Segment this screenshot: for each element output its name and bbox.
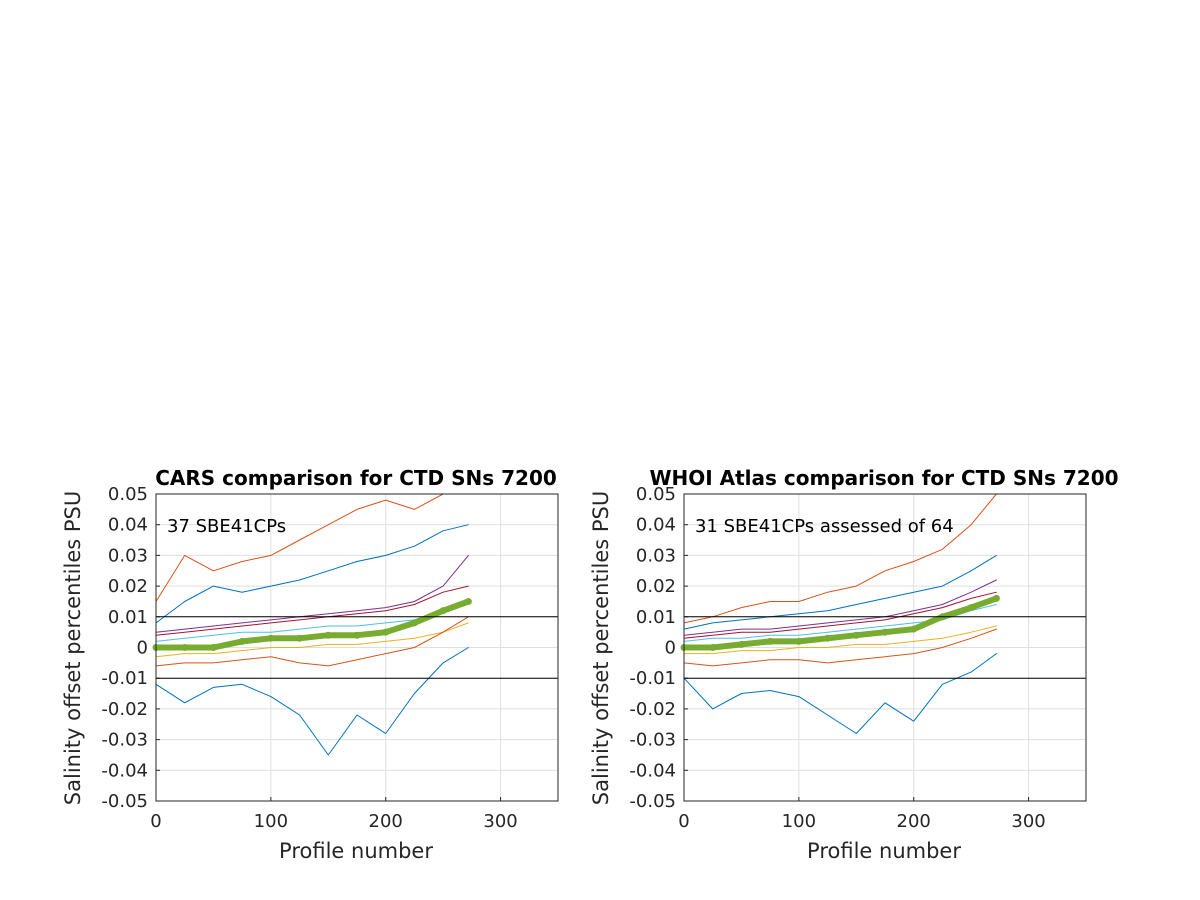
y-tick-label: -0.03 <box>101 730 148 751</box>
x-tick-label: 100 <box>254 811 288 832</box>
annotation-text: 31 SBE41CPs assessed of 64 <box>695 516 954 537</box>
median-series-point <box>439 607 447 615</box>
y-tick-label: -0.01 <box>101 668 148 689</box>
median-series-point <box>296 634 304 642</box>
axes-box <box>155 493 559 802</box>
x-tick-label: 0 <box>150 811 161 832</box>
percentile-series-line <box>683 493 997 624</box>
median-series-point <box>910 625 918 633</box>
y-tick-label: 0.04 <box>636 515 676 536</box>
median-series-point <box>324 631 332 639</box>
y-tick-label: 0.02 <box>108 576 148 597</box>
panel-title: WHOI Atlas comparison for CTD SNs 7200 <box>649 466 1118 490</box>
y-tick-label: 0 <box>137 638 148 659</box>
y-axis-label: Salinity offset percentiles PSU <box>61 491 85 805</box>
median-series-point <box>737 640 745 648</box>
y-tick-label: -0.05 <box>101 791 148 812</box>
median-series-point <box>209 644 217 651</box>
percentile-series-line <box>155 616 469 667</box>
y-tick-label: -0.04 <box>629 760 676 781</box>
percentile-series-line <box>683 628 997 667</box>
series-group <box>680 493 1000 734</box>
percentile-series-line <box>155 554 469 633</box>
cars-comparison-panel: 0 100 200 300 -0.05 -0.04 -0.03 -0.02 -0.01 0 0.01… <box>61 466 559 863</box>
y-tick-label: 0 <box>665 638 676 659</box>
median-series-point <box>824 634 832 642</box>
median-series-point <box>766 637 774 645</box>
y-tick-label: 0.03 <box>108 545 148 566</box>
x-tick-label: 100 <box>782 811 816 832</box>
y-tick-label: 0.05 <box>108 484 148 505</box>
x-tick-label: 300 <box>483 811 517 832</box>
y-tick-label: 0.01 <box>108 607 148 628</box>
y-tick-label: 0.05 <box>636 484 676 505</box>
y-tick-label: 0.02 <box>636 576 676 597</box>
median-series-point <box>795 637 803 645</box>
y-tick-label: -0.01 <box>629 668 676 689</box>
series-group <box>152 493 472 756</box>
median-series-point <box>267 634 275 642</box>
median-series-line <box>153 598 472 651</box>
median-series-point <box>852 631 860 639</box>
y-tick-label: -0.02 <box>629 699 676 720</box>
x-tick-label: 0 <box>678 811 689 832</box>
median-series-point <box>709 644 717 651</box>
x-axis-label: Profile number <box>279 839 433 863</box>
median-series-point <box>410 619 418 627</box>
median-series-point <box>881 628 889 636</box>
y-tick-label: 0.01 <box>636 607 676 628</box>
median-series-point <box>382 628 390 636</box>
median-series-point <box>464 597 472 605</box>
median-series-point <box>353 631 361 639</box>
whoi-atlas-comparison-panel: 0 100 200 300 -0.05 -0.04 -0.03 -0.02 -0.01 0 0.01… <box>589 466 1119 863</box>
median-series-point <box>992 594 1000 602</box>
y-tick-label: 0.03 <box>636 545 676 566</box>
percentile-series-line <box>683 653 997 734</box>
x-tick-label: 300 <box>1011 811 1045 832</box>
y-axis-label: Salinity offset percentiles PSU <box>589 491 613 805</box>
panel-title: CARS comparison for CTD SNs 7200 <box>155 466 557 490</box>
percentile-series-line <box>683 579 997 636</box>
percentile-series-line <box>155 493 469 602</box>
y-tick-label: -0.04 <box>101 760 148 781</box>
annotation-text: 37 SBE41CPs <box>167 516 286 537</box>
median-series-point <box>181 644 189 651</box>
median-series-point <box>238 637 246 645</box>
percentile-series-line <box>683 591 997 639</box>
median-series-line <box>681 595 1000 651</box>
percentile-series-line <box>155 585 469 636</box>
percentile-series-line <box>155 647 469 756</box>
percentile-series-line <box>683 625 997 655</box>
x-tick-label: 200 <box>369 811 403 832</box>
x-tick-label: 200 <box>897 811 931 832</box>
percentile-series-line <box>683 554 997 630</box>
y-tick-label: 0.04 <box>108 515 148 536</box>
y-tick-label: -0.03 <box>629 730 676 751</box>
axes-box <box>683 493 1087 802</box>
x-axis-label: Profile number <box>807 839 961 863</box>
percentile-series-line <box>155 622 469 658</box>
y-tick-label: -0.02 <box>101 699 148 720</box>
y-tick-label: -0.05 <box>629 791 676 812</box>
median-series-point <box>967 604 975 612</box>
percentile-series-line <box>155 524 469 624</box>
